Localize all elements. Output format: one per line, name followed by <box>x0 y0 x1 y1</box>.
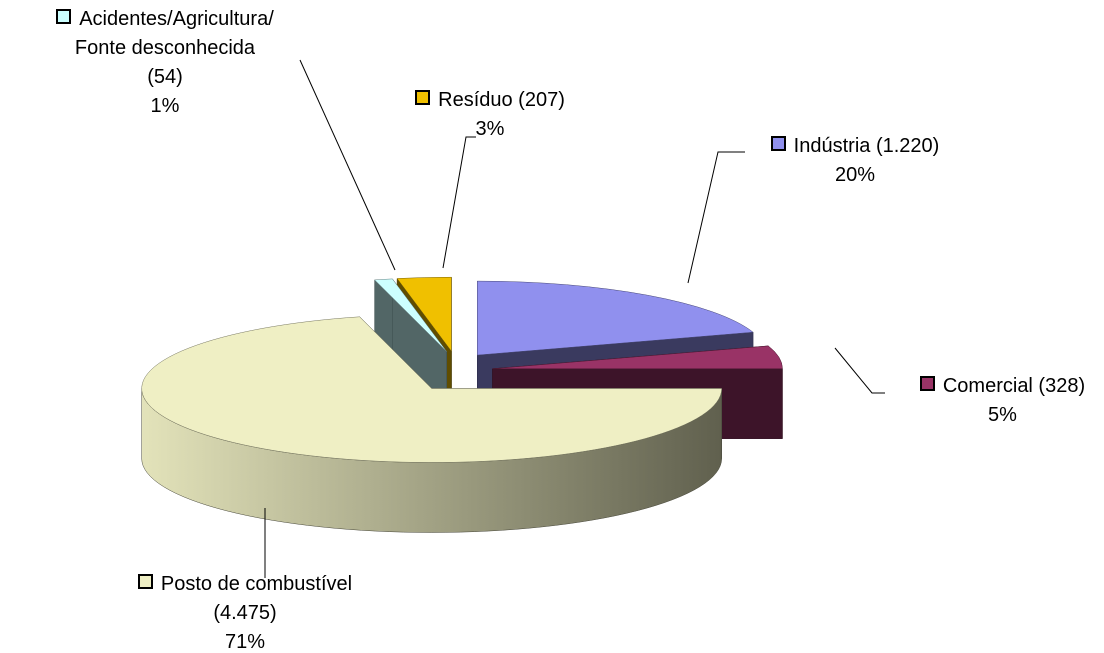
leader-line <box>442 136 476 269</box>
slice-label: Comercial (328) 5% <box>895 372 1104 430</box>
pie-slice <box>492 345 783 369</box>
legend-key <box>415 90 431 105</box>
value-label: 5% <box>988 404 1017 426</box>
slice-label: Acidentes/Agricultura/ Fonte desconhecid… <box>5 5 325 121</box>
pie-slice <box>396 276 452 352</box>
category-label: Acidentes/Agricultura/ Fonte desconhecid… <box>74 8 274 88</box>
category-label: Indústria (1.220) <box>793 135 940 157</box>
category-label: Posto de combustível (4.475) <box>160 573 353 624</box>
slice-label: Posto de combustível (4.475) 71% <box>100 570 390 653</box>
legend-key <box>919 376 935 391</box>
leader-line <box>299 59 396 271</box>
value-label: 1% <box>150 95 180 117</box>
leader-line <box>687 151 745 284</box>
legend-key <box>770 136 786 151</box>
pie-slice <box>141 316 722 463</box>
slice-label: Indústria (1.220) 20% <box>745 132 965 190</box>
pie-slice <box>477 280 754 356</box>
category-label: Comercial (328) <box>942 375 1086 397</box>
leader-line <box>834 347 885 394</box>
category-label: Resíduo (207) <box>438 89 565 111</box>
legend-key <box>137 574 153 589</box>
value-label: 71% <box>224 631 266 653</box>
value-label: 20% <box>834 164 876 186</box>
slice-label: Resíduo (207) 3% <box>380 86 600 144</box>
legend-key <box>56 9 72 24</box>
value-label: 3% <box>475 118 505 140</box>
pie-slice <box>374 278 447 352</box>
